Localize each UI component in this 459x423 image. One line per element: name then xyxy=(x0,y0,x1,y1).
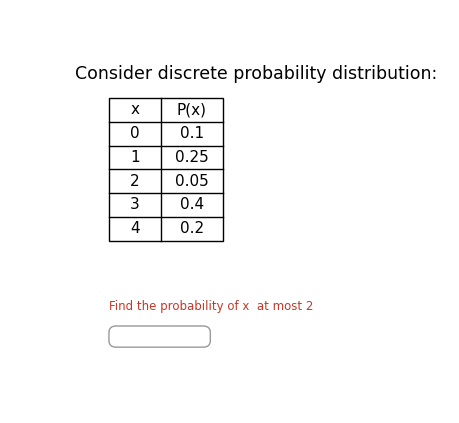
Text: P(x): P(x) xyxy=(177,102,207,117)
Text: Find the probability of x  at most 2: Find the probability of x at most 2 xyxy=(109,300,313,313)
Text: 1: 1 xyxy=(130,150,140,165)
Text: 0.25: 0.25 xyxy=(175,150,208,165)
Text: 2: 2 xyxy=(130,174,140,189)
Text: 0.05: 0.05 xyxy=(175,174,208,189)
Text: 0.4: 0.4 xyxy=(179,198,204,212)
Text: 0.2: 0.2 xyxy=(179,221,204,236)
Text: 0: 0 xyxy=(130,126,140,141)
Text: 4: 4 xyxy=(130,221,140,236)
Text: 3: 3 xyxy=(130,198,140,212)
Text: x: x xyxy=(130,102,139,117)
Bar xyxy=(109,98,223,241)
Text: 0.1: 0.1 xyxy=(179,126,204,141)
FancyBboxPatch shape xyxy=(109,326,210,347)
Text: Consider discrete probability distribution:: Consider discrete probability distributi… xyxy=(75,66,438,83)
